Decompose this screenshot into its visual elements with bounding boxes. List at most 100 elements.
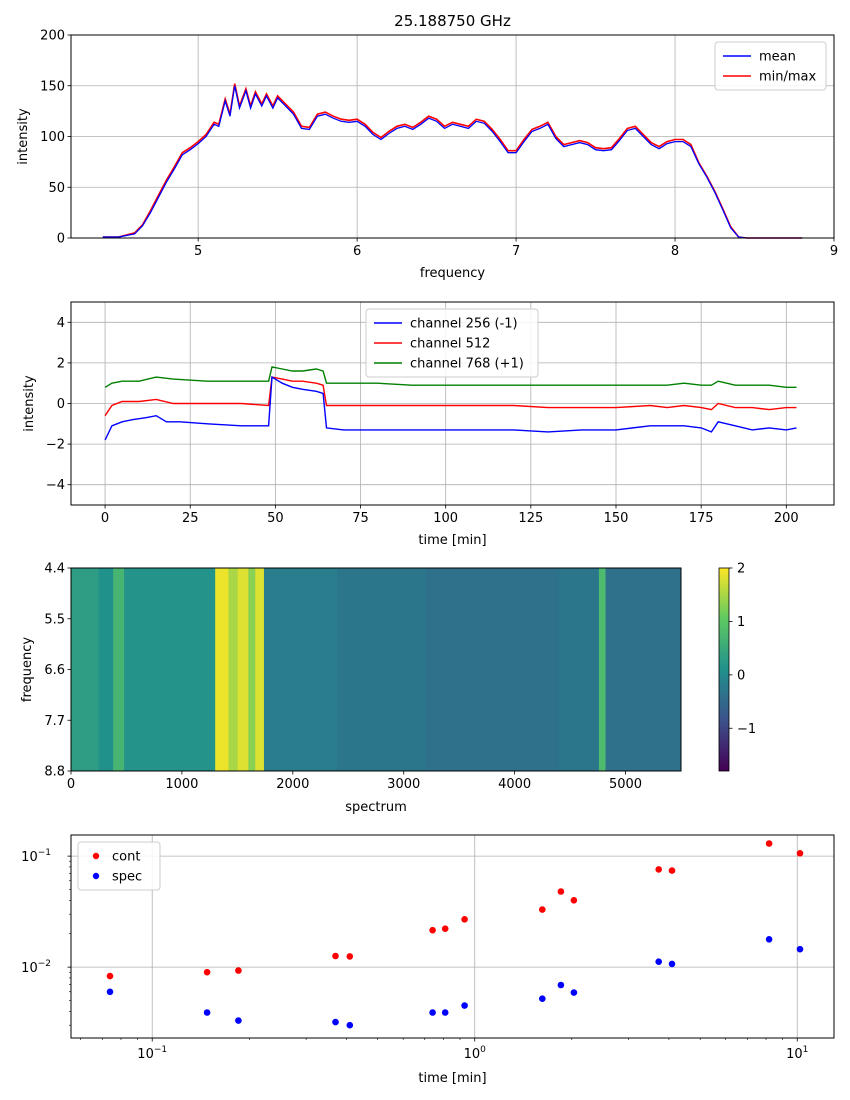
data-point-spec <box>557 981 565 989</box>
series-line <box>104 366 797 388</box>
y-tick-label: 6.6 <box>44 663 65 678</box>
y-tick-label: 8.8 <box>44 765 65 780</box>
series-line <box>104 375 797 441</box>
data-point-spec <box>570 989 578 996</box>
data-point-cont <box>203 968 211 976</box>
y-tick-exponent: −2 <box>38 959 51 969</box>
x-tick-label: 75 <box>352 511 369 526</box>
data-point-spec <box>655 958 662 965</box>
x-tick-label: 100 <box>464 1045 487 1062</box>
y-tick-label: 100 <box>40 130 65 145</box>
legend-swatch <box>92 852 100 860</box>
x-tick-label: 8 <box>671 244 679 259</box>
x-tick-label: 175 <box>689 511 714 526</box>
heatmap-band <box>248 568 256 771</box>
y-tick-label: 0 <box>57 397 65 412</box>
data-point-cont <box>765 840 773 847</box>
x-tick-label: 9 <box>830 244 838 259</box>
data-point-cont <box>106 972 114 980</box>
legend-label: cont <box>112 850 140 865</box>
data-point-cont <box>539 906 546 913</box>
data-point-spec <box>106 988 114 996</box>
y-axis-label: intensity <box>22 375 37 432</box>
x-tick-label: 1000 <box>165 777 198 792</box>
legend-label: channel 768 (+1) <box>410 357 524 372</box>
x-tick-label: 100 <box>433 511 458 526</box>
data-point-cont <box>461 916 468 923</box>
y-tick-label: −4 <box>46 478 65 493</box>
data-point-spec <box>203 1009 211 1016</box>
data-point-spec <box>332 1018 339 1026</box>
legend-label: channel 256 (-1) <box>410 317 518 332</box>
plot-frame <box>70 567 682 772</box>
data-point-cont <box>429 926 436 934</box>
data-point-cont <box>570 897 578 904</box>
series-line-mean <box>102 85 803 239</box>
x-tick-label: 10−1 <box>137 1045 167 1062</box>
y-tick-label: 2 <box>57 356 65 371</box>
heatmap-band <box>113 568 125 771</box>
data-point-spec <box>765 936 773 943</box>
data-point-cont <box>557 888 565 895</box>
heatmap-band <box>559 568 599 771</box>
chart-channels: 0 25 50 75 100 125 150 175 200 −4 −2 0 2 4 time [min] i… <box>22 301 835 548</box>
x-axis-label: spectrum <box>345 800 407 815</box>
data-point-spec <box>441 1009 449 1016</box>
x-tick-label: 101 <box>786 1045 808 1062</box>
legend-label: spec <box>112 870 142 885</box>
data-point-spec <box>235 1017 242 1024</box>
data-point-cont <box>235 967 242 974</box>
y-tick-label: 0 <box>57 232 65 247</box>
data-point-cont <box>668 867 676 874</box>
y-axis-label: frequency <box>20 637 35 703</box>
x-tick-exponent: −1 <box>154 1045 167 1055</box>
y-tick-label: 10−1 <box>21 848 51 865</box>
y-tick-label: 7.7 <box>44 714 65 729</box>
x-axis-label: frequency <box>420 266 486 281</box>
y-tick-label: −2 <box>46 438 65 453</box>
data-point-cont <box>332 952 339 960</box>
data-point-spec <box>346 1021 354 1029</box>
heatmap-band <box>605 568 681 771</box>
heatmap-band <box>124 568 216 771</box>
legend-label: mean <box>759 50 796 65</box>
x-tick-label: 7 <box>512 244 520 259</box>
heatmap-band <box>425 568 559 771</box>
chart-spectrum: 25.188750 GHz 5 6 7 8 9 0 50 100 150 200 frequency i… <box>16 12 838 281</box>
y-tick-exponent: −1 <box>38 848 51 858</box>
y-tick-label: 150 <box>40 79 65 94</box>
x-tick-label: 200 <box>774 511 799 526</box>
plot-frame <box>70 834 835 1039</box>
colorbar-tick-label: −1 <box>737 722 756 737</box>
heatmap-band <box>255 568 264 771</box>
x-tick-label: 50 <box>267 511 284 526</box>
x-tick-label: 150 <box>604 511 629 526</box>
data-point-cont <box>346 953 354 960</box>
y-tick-label: 4.4 <box>44 562 65 577</box>
heatmap-band <box>215 568 229 771</box>
x-tick-label: 6 <box>353 244 361 259</box>
data-point-spec <box>429 1009 436 1016</box>
x-tick-label: 0 <box>101 511 109 526</box>
legend-label: channel 512 <box>410 337 490 352</box>
colorbar-tick-label: 2 <box>737 562 745 577</box>
heatmap-band <box>598 568 606 771</box>
heatmap-band <box>71 568 99 771</box>
x-tick-label: 125 <box>518 511 543 526</box>
heatmap-band <box>98 568 114 771</box>
data-point-spec <box>668 960 676 968</box>
y-tick-label: 5.5 <box>44 612 65 627</box>
data-point-cont <box>655 866 662 873</box>
y-tick-label: 200 <box>40 29 65 44</box>
x-tick-label: 5 <box>194 244 202 259</box>
data-point-spec <box>461 1002 468 1009</box>
series-line <box>104 376 797 417</box>
colorbar <box>718 567 730 772</box>
heatmap-band <box>337 568 426 771</box>
x-tick-label: 4000 <box>498 777 531 792</box>
legend-label: min/max <box>759 70 817 85</box>
legend-box <box>77 841 161 891</box>
y-tick-label: 4 <box>57 316 65 331</box>
